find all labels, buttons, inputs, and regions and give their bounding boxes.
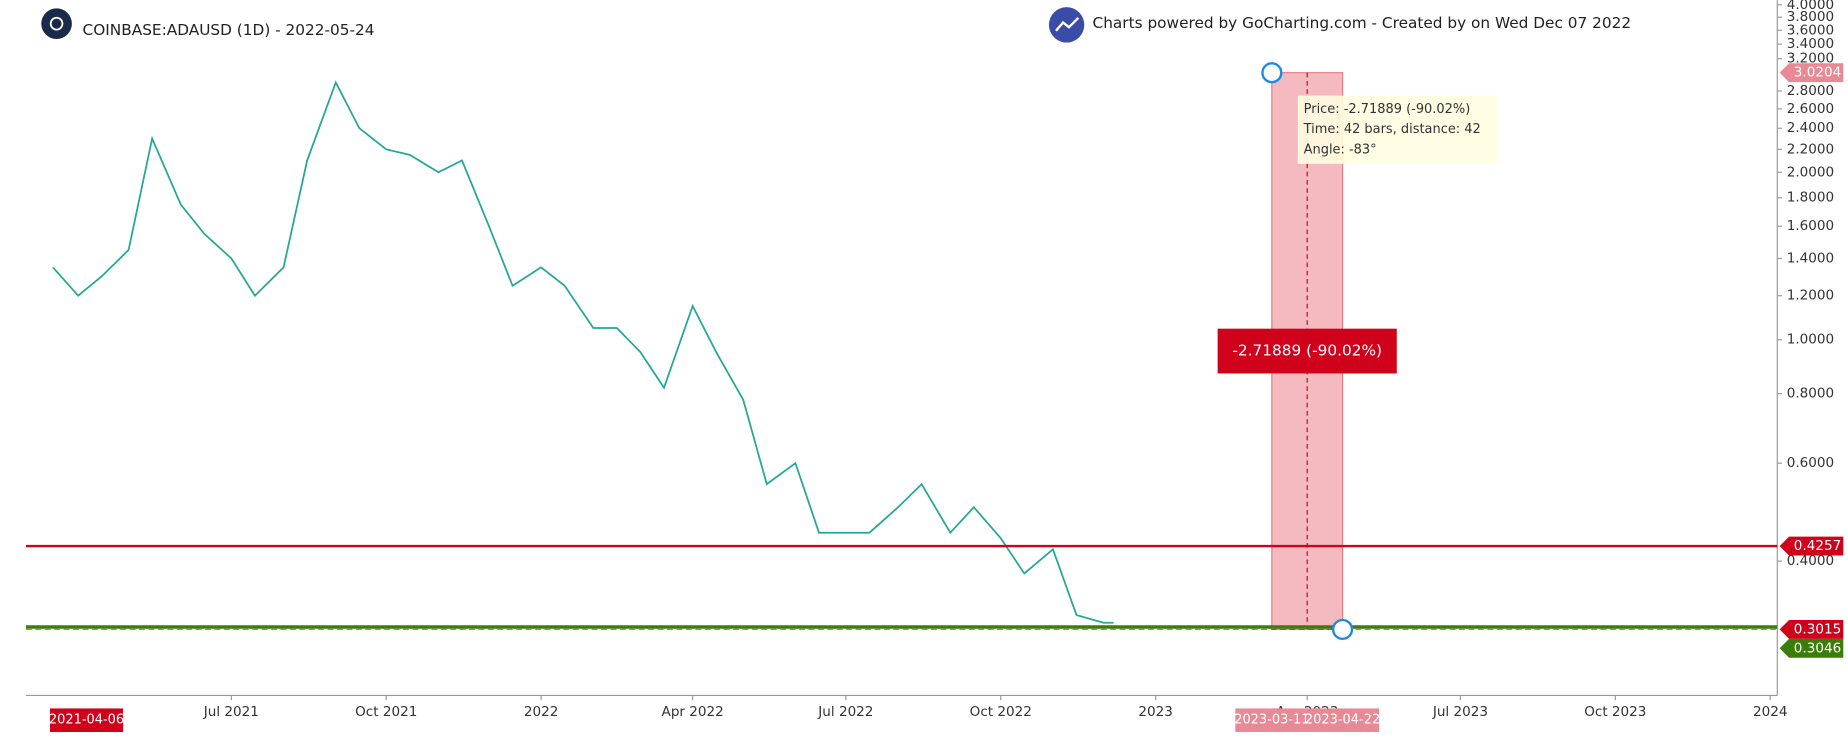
measure-tooltip-line: Time: 42 bars, distance: 42 — [1303, 122, 1481, 137]
credit: Charts powered by GoCharting.com - Creat… — [1093, 14, 1632, 32]
y-tick-label: 2.6000 — [1787, 101, 1834, 117]
y-tick-label: 1.8000 — [1787, 190, 1834, 206]
measure-start-date: 2023-03-11 — [1234, 713, 1309, 728]
measure-start-date-box — [1235, 708, 1309, 732]
symbol-icon — [41, 8, 72, 39]
y-tick-label: 2.8000 — [1787, 83, 1834, 99]
y-tick-label: 2.2000 — [1787, 141, 1834, 157]
price-line — [52, 80, 1114, 624]
x-tick-label: 2024 — [1753, 704, 1787, 720]
symbol-title: COINBASE:ADAUSD (1D) - 2022-05-24 — [83, 21, 375, 39]
measure-from-box — [1779, 63, 1844, 83]
x-tick-label: Oct 2021 — [355, 704, 417, 720]
y-tick-label: 3.4000 — [1787, 36, 1834, 52]
level-label: 0.3046 — [1794, 640, 1841, 656]
y-tick-label: 1.0000 — [1787, 332, 1834, 348]
y-tick-label: 3.6000 — [1787, 22, 1834, 38]
measure-tooltip-line: Angle: -83° — [1304, 142, 1377, 157]
x-tick-label: 2022 — [524, 704, 558, 720]
y-tick-label: 3.8000 — [1787, 9, 1834, 25]
y-tick-label: 0.4000 — [1787, 553, 1834, 569]
measure-from-label: 3.0204 — [1794, 65, 1841, 81]
x-tick-label: Jul 2023 — [1432, 704, 1488, 720]
x-tick-label: Apr 2022 — [662, 704, 724, 720]
x-tick-label: 2023 — [1138, 704, 1172, 720]
measure-handle[interactable] — [1261, 62, 1283, 84]
level-label: 0.4257 — [1794, 538, 1841, 554]
measure-tooltip — [1297, 95, 1499, 164]
y-tick-label: 2.0000 — [1787, 164, 1834, 180]
x-tick-label: Oct 2023 — [1584, 704, 1646, 720]
cursor-date-box — [50, 708, 124, 732]
cursor-date: 2021-04-06 — [49, 713, 124, 728]
measure-change: -2.71889 (-90.02%) — [1232, 342, 1382, 360]
y-tick-label: 3.2000 — [1787, 51, 1834, 67]
y-tick-label: 0.6000 — [1787, 455, 1834, 471]
symbol-icon-inner — [49, 16, 64, 31]
y-tick-label: 1.6000 — [1787, 218, 1834, 234]
x-tick-label: Jul 2021 — [203, 704, 259, 720]
level-label-box — [1779, 620, 1844, 639]
x-tick-label: Oct 2022 — [970, 704, 1032, 720]
level-label-box — [1779, 638, 1844, 658]
measure-handle[interactable] — [1331, 618, 1354, 641]
level-label-box — [1779, 536, 1844, 556]
y-tick-label: 4.0000 — [1787, 0, 1834, 13]
y-tick-label: 1.4000 — [1787, 250, 1834, 266]
brand-icon-arrow — [1055, 16, 1080, 32]
level-label: 0.3015 — [1794, 621, 1841, 637]
measure-change-box — [1217, 328, 1397, 374]
x-tick-label: Jul 2022 — [817, 704, 873, 720]
y-tick-label: 1.2000 — [1787, 288, 1834, 304]
measure-end-date: 2023-04-22 — [1305, 713, 1380, 728]
measure-end-date-box — [1306, 708, 1380, 732]
y-tick-label: 2.4000 — [1787, 120, 1834, 136]
y-tick-label: 0.8000 — [1787, 386, 1834, 402]
measure-tooltip-line: Price: -2.71889 (-90.02%) — [1304, 102, 1471, 117]
